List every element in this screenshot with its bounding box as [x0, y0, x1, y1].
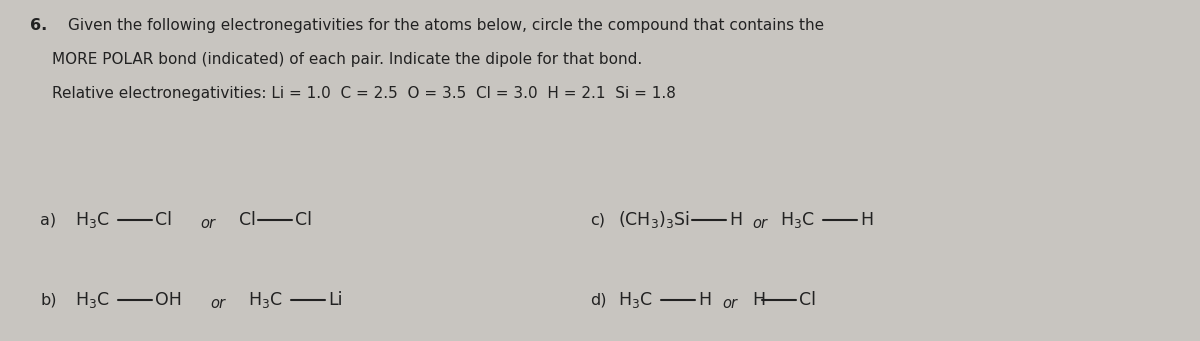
Text: Li: Li: [328, 291, 342, 309]
Text: $\mathregular{H_3C}$: $\mathregular{H_3C}$: [248, 290, 283, 310]
Text: a): a): [40, 212, 56, 227]
Text: $\mathregular{H_3C}$: $\mathregular{H_3C}$: [618, 290, 653, 310]
Text: d): d): [590, 293, 606, 308]
Text: 6.: 6.: [30, 18, 47, 33]
Text: $\mathregular{Cl}$: $\mathregular{Cl}$: [238, 211, 256, 229]
Text: or: or: [752, 217, 767, 232]
Text: or: or: [200, 217, 215, 232]
Text: $\mathregular{H_3C}$: $\mathregular{H_3C}$: [74, 290, 109, 310]
Text: H: H: [730, 211, 742, 229]
Text: Cl: Cl: [295, 211, 312, 229]
Text: Cl: Cl: [799, 291, 816, 309]
Text: OH: OH: [155, 291, 182, 309]
Text: b): b): [40, 293, 56, 308]
Text: or: or: [722, 297, 737, 311]
Text: or: or: [210, 297, 226, 311]
Text: MORE POLAR bond (indicated) of each pair. Indicate the dipole for that bond.: MORE POLAR bond (indicated) of each pair…: [52, 52, 642, 67]
Text: Cl: Cl: [155, 211, 172, 229]
Text: H: H: [860, 211, 874, 229]
Text: $\mathregular{H}$: $\mathregular{H}$: [752, 291, 766, 309]
Text: $\mathregular{H_3C}$: $\mathregular{H_3C}$: [74, 210, 109, 230]
Text: $\mathregular{H_3C}$: $\mathregular{H_3C}$: [780, 210, 815, 230]
Text: Relative electronegativities: Li = 1.0  C = 2.5  O = 3.5  Cl = 3.0  H = 2.1  Si : Relative electronegativities: Li = 1.0 C…: [52, 86, 676, 101]
Text: H: H: [698, 291, 712, 309]
Text: $\mathregular{(CH_3)_3Si}$: $\mathregular{(CH_3)_3Si}$: [618, 209, 690, 231]
Text: c): c): [590, 212, 605, 227]
Text: Given the following electronegativities for the atoms below, circle the compound: Given the following electronegativities …: [68, 18, 824, 33]
